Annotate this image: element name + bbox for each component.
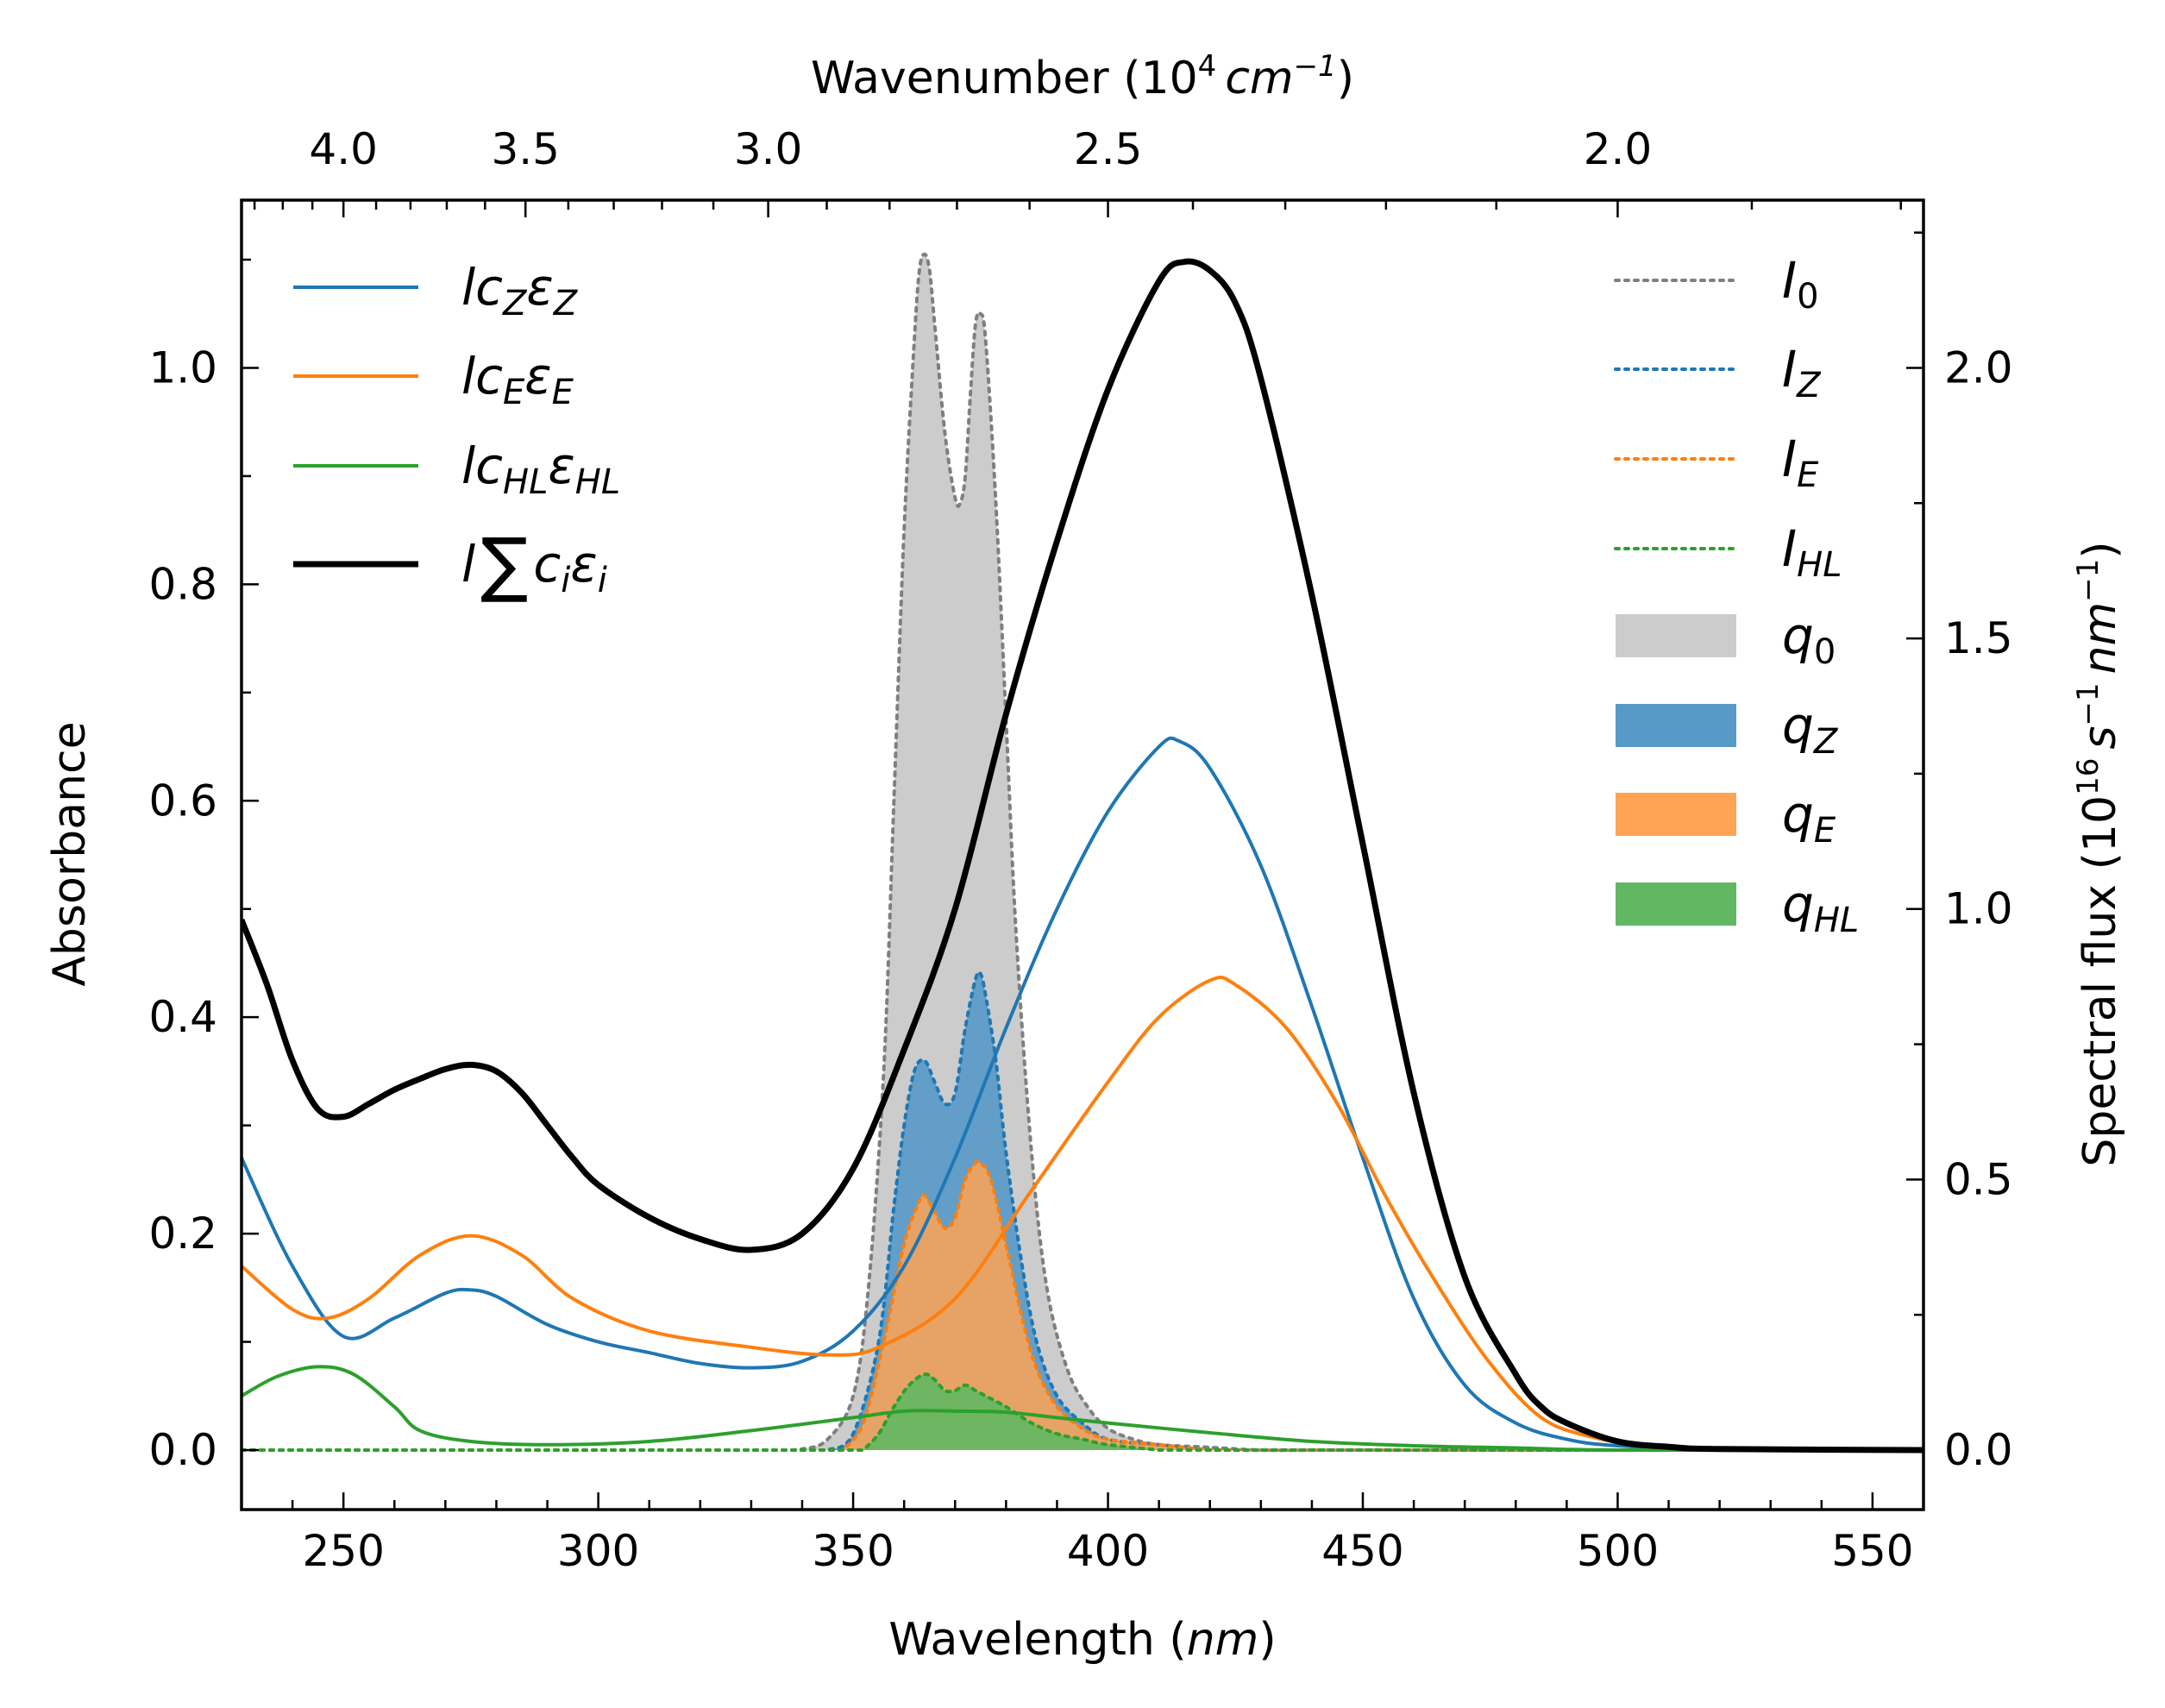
y-right-tick-label: 0.0	[1944, 1425, 2013, 1475]
flux-line-IHL	[242, 1372, 1923, 1452]
legend-swatch-qHL	[1616, 882, 1736, 926]
x-tick-label: 450	[1321, 1526, 1403, 1576]
y-right-tick-label: 1.0	[1944, 884, 2013, 934]
x-tick-label: 350	[812, 1526, 894, 1576]
x-axis-label: Wavelength (nm)	[888, 1614, 1276, 1666]
flux-line-IE	[242, 1159, 1923, 1452]
top-axis-label: Wavenumber (104 cm−1)	[811, 49, 1354, 104]
legend-swatch-q0	[1616, 614, 1736, 657]
y-right-tick-label: 0.5	[1944, 1154, 2013, 1204]
top-tick-label: 2.0	[1584, 124, 1653, 174]
legend-label-lsum: l∑ ciεi	[461, 524, 607, 606]
top-tick-label: 2.5	[1074, 124, 1143, 174]
flux-line-IZ	[242, 970, 1923, 1452]
legend-label-qE: qE	[1782, 785, 1836, 851]
legend-label-qHL: qHL	[1782, 875, 1859, 940]
plot-frame	[240, 198, 1925, 1511]
top-tick-label: 4.0	[309, 124, 378, 174]
x-tick-label: 500	[1577, 1526, 1659, 1576]
legend-label-q0: q0	[1782, 606, 1836, 672]
y-left-tick-label: 0.2	[148, 1209, 217, 1259]
y-left-tick-label: 0.4	[148, 992, 217, 1042]
legend-left: lcZεZ lcEεE lcHLεHL l∑ ciεi	[293, 258, 620, 606]
top-tick-label: 3.5	[491, 124, 560, 174]
absorbance-line-lcHLeHL	[242, 1365, 1923, 1453]
flux-line-I0	[242, 252, 1923, 1453]
legend-label-IHL: IHL	[1782, 519, 1842, 585]
y-right-tick-label: 2.0	[1944, 342, 2013, 392]
legend-label-qZ: qZ	[1782, 696, 1839, 762]
x-tick-label: 250	[302, 1526, 384, 1576]
absorbance-line-lcZeZ	[242, 736, 1923, 1452]
y-right-tick-label: 1.5	[1944, 613, 2013, 663]
absorbance-line-lsum	[242, 258, 1923, 1454]
legend-label-I0: I0	[1782, 251, 1819, 317]
absorbance-layer	[242, 258, 1923, 1454]
legend-right: I0 IZ IE IHL q0 qZ qE qHL	[1614, 251, 1859, 940]
y-left-axis-label: Absorbance	[44, 721, 96, 986]
y-left-tick-label: 0.6	[148, 776, 217, 826]
y-left-tick-label: 1.0	[148, 342, 217, 392]
legend-label-IZ: IZ	[1782, 340, 1822, 405]
y-right-axis-label: Spectral flux (1016s−1nm−1)	[2071, 541, 2126, 1166]
x-tick-label: 300	[557, 1526, 639, 1576]
legend-label-lcHLeHL: lcHLεHL	[461, 436, 620, 502]
x-tick-label: 400	[1067, 1526, 1149, 1576]
legend-swatch-qE	[1616, 793, 1736, 836]
y-left-tick-label: 0.8	[148, 559, 217, 609]
x-tick-label: 550	[1831, 1526, 1913, 1576]
y-left-tick-label: 0.0	[148, 1425, 217, 1475]
legend-label-lcEeE: lcEεE	[461, 347, 574, 412]
absorbance-line-lcEeE	[242, 975, 1923, 1452]
legend-swatch-qZ	[1616, 704, 1736, 747]
legend-label-lcZeZ: lcZεZ	[461, 258, 579, 323]
ticks-layer: 250 300 350 400 450 500 550 4.0 3.5 3.0 2.5 2.0 0.0 0…	[148, 124, 2012, 1576]
legend-label-IE: IE	[1782, 430, 1819, 495]
top-tick-label: 3.0	[734, 124, 803, 174]
